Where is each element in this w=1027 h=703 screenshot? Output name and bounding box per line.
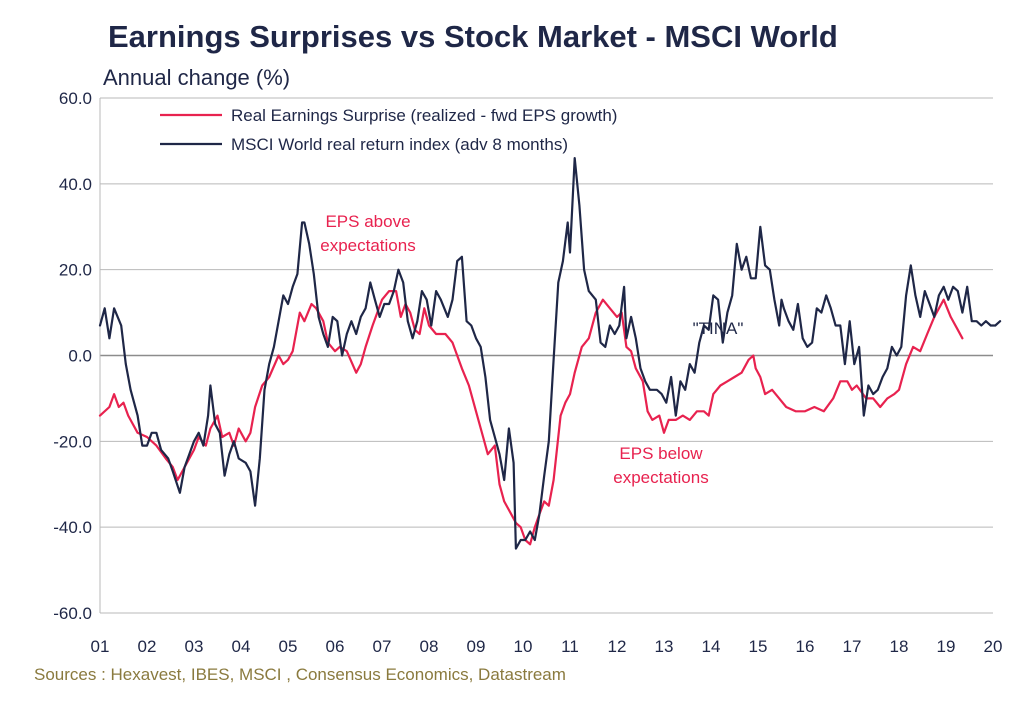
annotation-tina: "TINA" xyxy=(693,319,744,338)
chart-subtitle: Annual change (%) xyxy=(103,65,290,90)
y-tick-label: 60.0 xyxy=(59,89,92,108)
y-tick-label: -40.0 xyxy=(53,518,92,537)
x-tick-label: 17 xyxy=(843,637,862,656)
legend-label-msci: MSCI World real return index (adv 8 mont… xyxy=(231,135,568,154)
x-tick-label: 05 xyxy=(279,637,298,656)
x-tick-label: 14 xyxy=(702,637,721,656)
x-tick-label: 07 xyxy=(373,637,392,656)
x-tick-label: 11 xyxy=(561,637,579,656)
y-tick-label: 0.0 xyxy=(68,347,92,366)
x-tick-label: 03 xyxy=(185,637,204,656)
series-line-msci-world xyxy=(98,157,1002,550)
x-axis-ticks: 01 02 03 04 05 06 07 08 09 10 11 12 13 14 15 16 17 18 19 20 xyxy=(91,637,1003,656)
x-tick-label: 12 xyxy=(608,637,627,656)
annotation-eps-below: EPS below expectations xyxy=(613,444,708,487)
y-tick-label: 20.0 xyxy=(59,261,92,280)
x-tick-label: 19 xyxy=(937,637,956,656)
x-tick-label: 10 xyxy=(514,637,533,656)
annotation-eps-above-line2: expectations xyxy=(320,236,415,255)
x-tick-label: 01 xyxy=(91,637,110,656)
y-tick-label: 40.0 xyxy=(59,175,92,194)
x-tick-label: 18 xyxy=(890,637,909,656)
series-line-earnings-surprise xyxy=(98,290,964,546)
y-tick-label: -20.0 xyxy=(53,432,92,451)
x-tick-label: 15 xyxy=(749,637,768,656)
x-tick-label: 16 xyxy=(796,637,815,656)
series-layer xyxy=(98,157,1002,550)
annotation-eps-below-line1: EPS below xyxy=(619,444,703,463)
source-note: Sources : Hexavest, IBES, MSCI , Consens… xyxy=(34,665,566,684)
x-tick-label: 13 xyxy=(655,637,674,656)
annotation-eps-above-line1: EPS above xyxy=(325,212,410,231)
legend-label-earnings: Real Earnings Surprise (realized - fwd E… xyxy=(231,106,617,125)
x-tick-label: 06 xyxy=(326,637,345,656)
y-axis-ticks: 60.0 40.0 20.0 0.0 -20.0 -40.0 -60.0 xyxy=(53,89,92,623)
x-tick-label: 02 xyxy=(138,637,157,656)
chart-title: Earnings Surprises vs Stock Market - MSC… xyxy=(108,19,838,54)
legend: Real Earnings Surprise (realized - fwd E… xyxy=(160,106,617,154)
annotation-eps-above: EPS above expectations xyxy=(320,212,415,255)
y-tick-label: -60.0 xyxy=(53,604,92,623)
x-tick-label: 04 xyxy=(232,637,251,656)
x-tick-label: 20 xyxy=(984,637,1003,656)
x-tick-label: 09 xyxy=(467,637,486,656)
annotation-eps-below-line2: expectations xyxy=(613,468,708,487)
x-tick-label: 08 xyxy=(420,637,439,656)
